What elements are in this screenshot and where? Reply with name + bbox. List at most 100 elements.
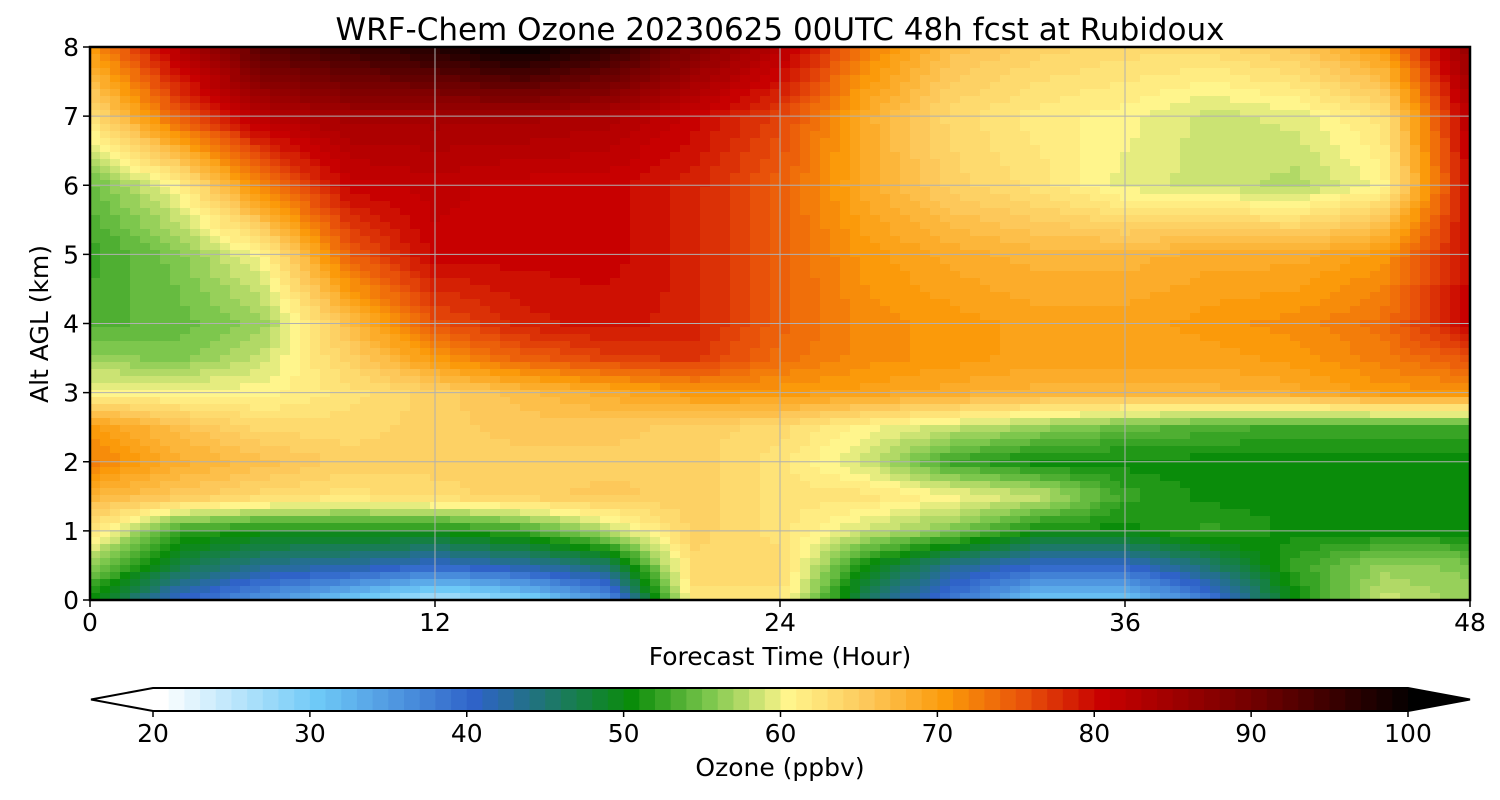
heatmap-cell (330, 264, 341, 272)
heatmap-cell (220, 285, 231, 293)
heatmap-cell (1150, 187, 1161, 195)
heatmap-cell (840, 131, 851, 139)
heatmap-cell (1460, 187, 1471, 195)
heatmap-cell (880, 103, 891, 111)
heatmap-cell (970, 236, 981, 244)
heatmap-cell (290, 187, 301, 195)
heatmap-cell (110, 236, 121, 244)
heatmap-cell (740, 82, 751, 90)
heatmap-cell (1090, 229, 1101, 237)
heatmap-cell (1130, 180, 1141, 188)
heatmap-cell (1250, 173, 1261, 181)
heatmap-cell (140, 152, 151, 160)
heatmap-cell (840, 173, 851, 181)
heatmap-cell (600, 257, 611, 265)
heatmap-cell (1090, 222, 1101, 230)
heatmap-cell (920, 264, 931, 272)
heatmap-cell (900, 215, 911, 223)
heatmap-cell (230, 250, 241, 258)
heatmap-cell (620, 82, 631, 90)
heatmap-cell (830, 222, 841, 230)
heatmap-cell (1280, 68, 1291, 76)
heatmap-cell (260, 299, 271, 307)
heatmap-cell (550, 68, 561, 76)
heatmap-cell (750, 278, 761, 286)
heatmap-cell (840, 103, 851, 111)
heatmap-cell (1090, 75, 1101, 83)
heatmap-cell (600, 159, 611, 167)
heatmap-cell (960, 138, 971, 146)
heatmap-cell (960, 68, 971, 76)
heatmap-cell (1410, 173, 1421, 181)
heatmap-cell (1010, 166, 1021, 174)
heatmap-cell (1370, 236, 1381, 244)
heatmap-cell (1450, 222, 1461, 230)
heatmap-cell (1300, 110, 1311, 118)
heatmap-cell (200, 264, 211, 272)
heatmap-cell (1420, 131, 1431, 139)
heatmap-cell (1000, 47, 1011, 55)
heatmap-cell (720, 250, 731, 258)
heatmap-cell (1210, 229, 1221, 237)
heatmap-cell (410, 208, 421, 216)
heatmap-cell (720, 229, 731, 237)
heatmap-cell (1290, 257, 1301, 265)
heatmap-cell (820, 208, 831, 216)
heatmap-cell (960, 285, 971, 293)
heatmap-cell (1310, 229, 1321, 237)
heatmap-cell (540, 68, 551, 76)
heatmap-cell (440, 264, 451, 272)
heatmap-cell (90, 96, 101, 104)
heatmap-cell (240, 96, 251, 104)
heatmap-cell (360, 124, 371, 132)
heatmap-cell (700, 201, 711, 209)
heatmap-cell (1060, 166, 1071, 174)
heatmap-cell (1300, 138, 1311, 146)
heatmap-cell (610, 54, 621, 62)
heatmap-cell (980, 250, 991, 258)
heatmap-cell (960, 152, 971, 160)
heatmap-cell (700, 96, 711, 104)
heatmap-cell (740, 96, 751, 104)
heatmap-cell (1310, 117, 1321, 125)
heatmap-cell (1420, 159, 1431, 167)
heatmap-cell (1210, 215, 1221, 223)
heatmap-cell (560, 124, 571, 132)
heatmap-cell (980, 159, 991, 167)
heatmap-cell (1330, 215, 1341, 223)
heatmap-cell (170, 285, 181, 293)
heatmap-cell (930, 124, 941, 132)
heatmap-cell (920, 278, 931, 286)
heatmap-cell (720, 180, 731, 188)
heatmap-cell (540, 285, 551, 293)
heatmap-cell (950, 110, 961, 118)
heatmap-cell (550, 152, 561, 160)
heatmap-cell (120, 194, 131, 202)
heatmap-cell (540, 243, 551, 251)
heatmap-cell (1340, 243, 1351, 251)
heatmap-cell (760, 131, 771, 139)
heatmap-cell (670, 278, 681, 286)
heatmap-cell (1050, 159, 1061, 167)
heatmap-cell (1150, 103, 1161, 111)
heatmap-cell (1110, 145, 1121, 153)
heatmap-cell (580, 89, 591, 97)
heatmap-cell (90, 250, 101, 258)
heatmap-cell (1390, 180, 1401, 188)
heatmap-cell (210, 89, 221, 97)
heatmap-cell (530, 131, 541, 139)
heatmap-cell (750, 215, 761, 223)
heatmap-cell (330, 194, 341, 202)
heatmap-cell (330, 110, 341, 118)
heatmap-cell (1160, 89, 1171, 97)
heatmap-cell (1200, 145, 1211, 153)
heatmap-cell (340, 54, 351, 62)
heatmap-cell (1260, 236, 1271, 244)
heatmap-cell (160, 110, 171, 118)
heatmap-cell (1230, 201, 1241, 209)
heatmap-cell (1130, 250, 1141, 258)
heatmap-cell (1040, 243, 1051, 251)
heatmap-cell (1110, 278, 1121, 286)
heatmap-cell (360, 166, 371, 174)
heatmap-cell (700, 145, 711, 153)
